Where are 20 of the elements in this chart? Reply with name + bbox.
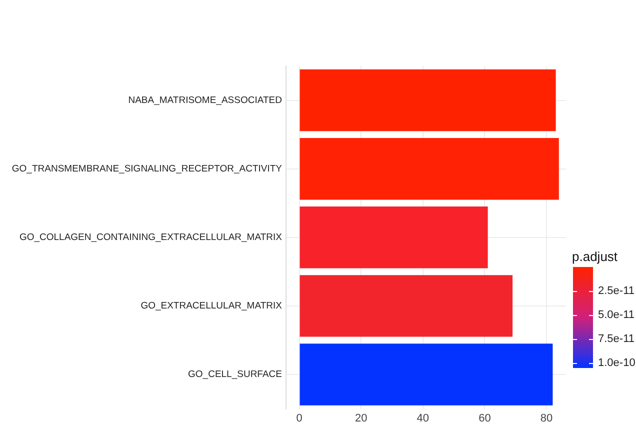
- color-bar-label: 5.0e-11: [598, 309, 634, 322]
- x-tick-label: 20: [354, 412, 368, 424]
- color-bar-title: p.adjust: [572, 249, 618, 264]
- y-tick-label: GO_COLLAGEN_CONTAINING_EXTRACELLULAR_MATRIX: [19, 232, 283, 244]
- bar: [300, 69, 556, 132]
- x-tick-label: 80: [540, 412, 553, 424]
- bar: [300, 138, 559, 200]
- y-tick-label: GO_EXTRACELLULAR_MATRIX: [140, 300, 283, 312]
- bar: [300, 275, 513, 337]
- bar: [300, 344, 553, 406]
- x-tick-label: 60: [478, 412, 491, 424]
- y-tick-label: GO_TRANSMEMBRANE_SIGNALING_RECEPTOR_ACTIVITY: [12, 163, 283, 174]
- x-tick-label: 0: [296, 412, 302, 424]
- color-bar-label: 7.5e-11: [598, 333, 634, 346]
- y-tick-label: NABA_MATRISOME_ASSOCIATED: [128, 94, 282, 106]
- bar: [300, 206, 488, 268]
- color-bar-label: 2.5e-11: [598, 285, 634, 298]
- color-bar-label: 1.0e-10: [598, 357, 636, 370]
- y-tick-label: GO_CELL_SURFACE: [188, 369, 282, 380]
- x-tick-label: 40: [416, 412, 430, 424]
